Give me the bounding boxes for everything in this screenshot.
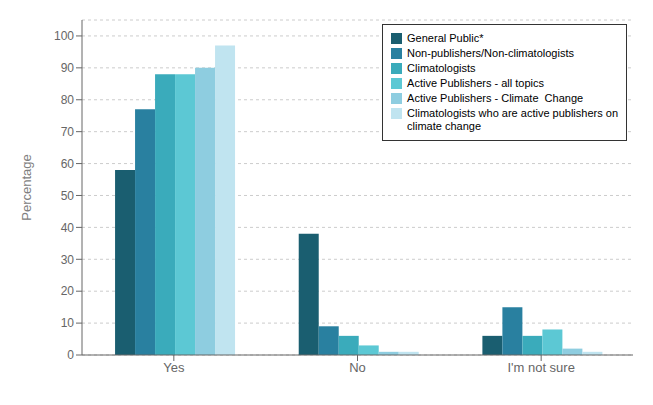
svg-text:70: 70 [61,125,75,139]
svg-text:I'm not sure: I'm not sure [507,360,575,375]
svg-text:90: 90 [61,61,75,75]
svg-text:100: 100 [54,29,74,43]
svg-text:10: 10 [61,316,75,330]
svg-text:60: 60 [61,157,75,171]
svg-text:50: 50 [61,189,75,203]
svg-text:Yes: Yes [163,360,185,375]
svg-text:0: 0 [67,348,74,362]
html-text:Non-publishers/Non-climatologi: Non-publishers/Non-climatologists [407,47,574,59]
html-text:climate change: climate change [407,120,482,132]
html-text:General Public*: General Public* [407,32,484,44]
svg-text:30: 30 [61,253,75,267]
svg-text:No: No [349,360,366,375]
html-text:Active Publishers - Climate Ch: Active Publishers - Climate Change [407,92,584,104]
svg-text:20: 20 [61,284,75,298]
html-text:Active Publishers - all topics: Active Publishers - all topics [407,77,544,89]
html-text:Climatologists who are active: Climatologists who are active publishers… [407,107,618,119]
svg-text:Percentage: Percentage [19,154,34,221]
html-text:Climatologists: Climatologists [407,62,476,74]
svg-text:80: 80 [61,93,75,107]
svg-text:40: 40 [61,221,75,235]
